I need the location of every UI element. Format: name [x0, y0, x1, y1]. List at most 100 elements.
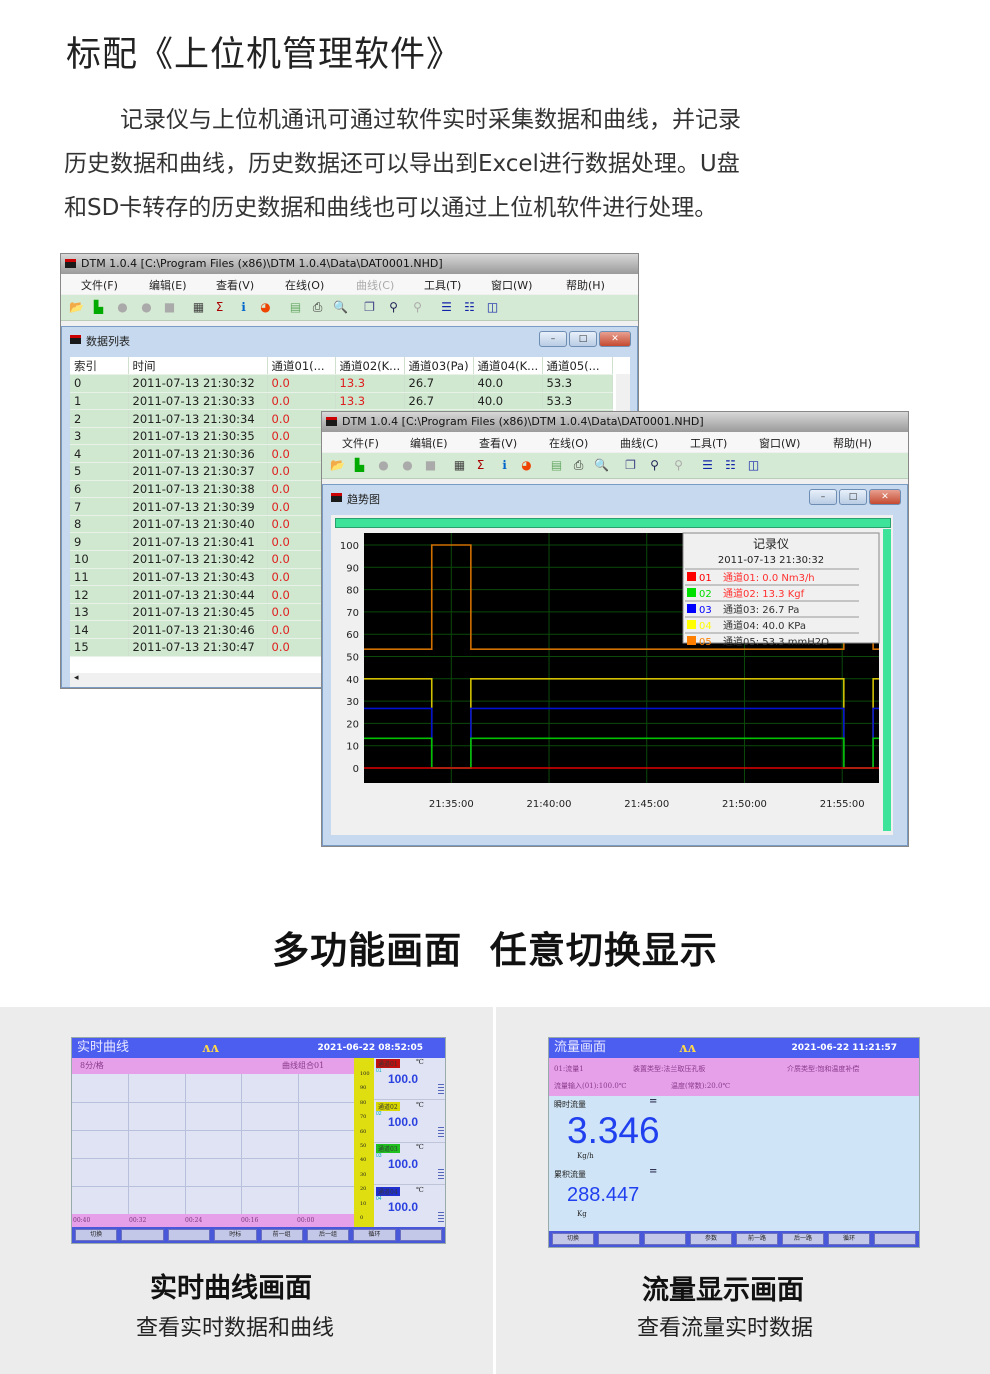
pie-icon[interactable]: ◕ [260, 300, 271, 314]
record-icon[interactable]: ● [378, 458, 389, 472]
menu-file[interactable]: 文件(F) [342, 437, 379, 450]
menu-view[interactable]: 查看(V) [216, 279, 255, 292]
export-icon[interactable]: ▤ [289, 300, 302, 314]
copy-icon[interactable]: ❐ [625, 458, 636, 472]
channel-block[interactable]: 通道04 ℃ 04 100.0 [374, 1186, 445, 1228]
time-slider[interactable] [335, 518, 891, 528]
trend-icon[interactable]: ▙ [93, 300, 104, 314]
menu-view[interactable]: 查看(V) [479, 437, 518, 450]
print-icon[interactable]: ⎙ [573, 458, 584, 472]
open-folder-icon[interactable]: 📂 [330, 458, 345, 472]
channel-block[interactable]: 通道01 ℃ 01 100.0 [374, 1058, 445, 1100]
zoom-in-icon[interactable]: ⚲ [389, 300, 398, 314]
menu-window[interactable]: 窗口(W) [491, 279, 533, 292]
app-icon [65, 259, 76, 268]
channel-block[interactable]: 通道03 ℃ 03 100.0 [374, 1143, 445, 1185]
screen-button[interactable]: 循环 [353, 1229, 396, 1241]
column-header[interactable]: 通道02(K... [335, 357, 405, 376]
screen-button[interactable]: 后一组 [306, 1229, 350, 1241]
tile-vertical-icon[interactable]: ◫ [486, 300, 499, 314]
legend-item: 通道05: 53.3 mmH2O [723, 635, 829, 648]
screen-title: 实时曲线 [77, 1040, 130, 1055]
column-header[interactable]: 索引 [70, 357, 129, 376]
sigma-icon[interactable]: Σ [476, 458, 485, 472]
table-cell: 2011-07-13 21:30:38 [128, 480, 268, 499]
menu-online[interactable]: 在线(O) [549, 437, 589, 450]
screen-button[interactable]: 时标 [214, 1229, 257, 1241]
restore-button[interactable]: □ [839, 489, 867, 505]
vertical-slider[interactable] [883, 529, 891, 831]
menu-edit[interactable]: 编辑(E) [410, 437, 448, 450]
info-icon[interactable]: ℹ [241, 300, 246, 314]
stop-icon[interactable]: ■ [424, 458, 437, 472]
screen-button[interactable] [598, 1233, 640, 1245]
column-header[interactable]: 通道03(Pa) [404, 357, 474, 376]
column-header[interactable]: 时间 [128, 357, 268, 376]
trend-icon[interactable]: ▙ [354, 458, 365, 472]
tile-horizontal-icon[interactable]: ☷ [725, 458, 736, 472]
menu-curve[interactable]: 曲线(C) [356, 279, 395, 292]
legend-swatch-04 [687, 620, 696, 629]
column-header[interactable]: 通道01(... [267, 357, 336, 376]
pause-icon[interactable]: ● [402, 458, 413, 472]
record-icon[interactable]: ● [117, 300, 128, 314]
zoom-out-icon[interactable]: ⚲ [413, 300, 422, 314]
table-row[interactable]: 1 2011-07-13 21:30:33 0.0 13.3 26.7 40.0 53.3 [70, 392, 613, 411]
menu-tools[interactable]: 工具(T) [424, 279, 462, 292]
screen-button[interactable]: 循环 [828, 1233, 870, 1245]
export-icon[interactable]: ▤ [550, 458, 563, 472]
pause-icon[interactable]: ● [141, 300, 152, 314]
window-title-bar[interactable]: DTM 1.0.4 [C:\Program Files (x86)\DTM 1.… [322, 412, 908, 432]
screen-button[interactable]: 前一路 [736, 1233, 778, 1245]
menu-file[interactable]: 文件(F) [81, 279, 118, 292]
sigma-icon[interactable]: Σ [215, 300, 224, 314]
cascade-icon[interactable]: ☰ [441, 300, 452, 314]
menu-window[interactable]: 窗口(W) [759, 437, 801, 450]
screen-button[interactable] [121, 1229, 164, 1241]
stop-icon[interactable]: ■ [163, 300, 176, 314]
tile-vertical-icon[interactable]: ◫ [747, 458, 760, 472]
table-icon[interactable]: ▦ [453, 458, 466, 472]
screen-button[interactable] [167, 1229, 211, 1241]
info-icon[interactable]: ℹ [502, 458, 507, 472]
print-preview-icon[interactable]: 🔍 [594, 458, 609, 472]
tile-horizontal-icon[interactable]: ☷ [464, 300, 475, 314]
table-row[interactable]: 0 2011-07-13 21:30:32 0.0 13.3 26.7 40.0 53.3 [70, 374, 613, 393]
screen-button[interactable] [399, 1229, 442, 1241]
menu-help[interactable]: 帮助(H) [833, 437, 872, 450]
restore-button[interactable]: □ [569, 331, 597, 347]
curve-grid[interactable] [72, 1074, 354, 1214]
menu-curve[interactable]: 曲线(C) [620, 437, 659, 450]
copy-icon[interactable]: ❐ [364, 300, 375, 314]
menu-tools[interactable]: 工具(T) [690, 437, 728, 450]
screen-button[interactable]: 切换 [75, 1229, 118, 1241]
column-header[interactable]: 通道04(K... [473, 357, 543, 376]
menu-help[interactable]: 帮助(H) [566, 279, 605, 292]
table-cell: 2011-07-13 21:30:33 [128, 392, 268, 411]
column-header[interactable]: 通道05(... [542, 357, 613, 376]
print-icon[interactable]: ⎙ [312, 300, 323, 314]
window-title-bar[interactable]: DTM 1.0.4 [C:\Program Files (x86)\DTM 1.… [61, 254, 638, 274]
close-button[interactable]: ✕ [869, 489, 901, 505]
screen-button[interactable] [644, 1233, 686, 1245]
pie-icon[interactable]: ◕ [521, 458, 532, 472]
screen-button[interactable]: 参数 [690, 1233, 732, 1245]
close-button[interactable]: ✕ [599, 331, 631, 347]
scale-label: 20 [360, 1186, 367, 1193]
zoom-in-icon[interactable]: ⚲ [650, 458, 659, 472]
menu-online[interactable]: 在线(O) [285, 279, 325, 292]
screen-button[interactable]: 前一组 [260, 1229, 303, 1241]
zoom-out-icon[interactable]: ⚲ [674, 458, 683, 472]
minimize-button[interactable]: – [809, 489, 837, 505]
minimize-button[interactable]: – [539, 331, 567, 347]
print-preview-icon[interactable]: 🔍 [333, 300, 348, 314]
table-cell: 2011-07-13 21:30:37 [128, 462, 268, 481]
table-icon[interactable]: ▦ [192, 300, 205, 314]
channel-block[interactable]: 通道02 ℃ 02 100.0 [374, 1101, 445, 1143]
screen-button[interactable]: 后一路 [782, 1233, 824, 1245]
open-folder-icon[interactable]: 📂 [69, 300, 84, 314]
cascade-icon[interactable]: ☰ [702, 458, 713, 472]
menu-edit[interactable]: 编辑(E) [149, 279, 187, 292]
screen-button[interactable]: 切换 [552, 1233, 594, 1245]
screen-button[interactable] [874, 1233, 916, 1245]
